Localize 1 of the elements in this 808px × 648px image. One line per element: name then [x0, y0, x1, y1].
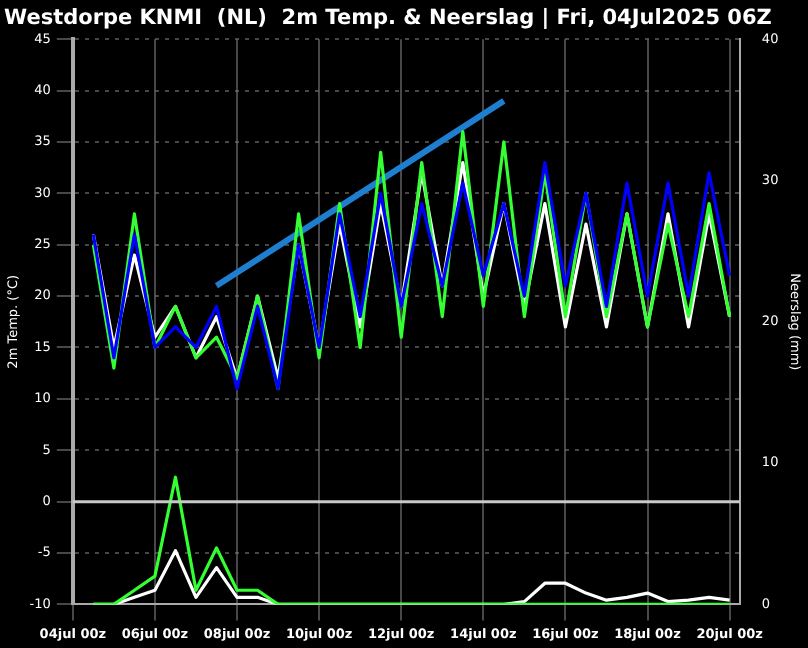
chart-title: Westdorpe KNMI (NL) 2m Temp. & Neerslag | Fri, 04Jul2025 06Z [4, 6, 773, 31]
